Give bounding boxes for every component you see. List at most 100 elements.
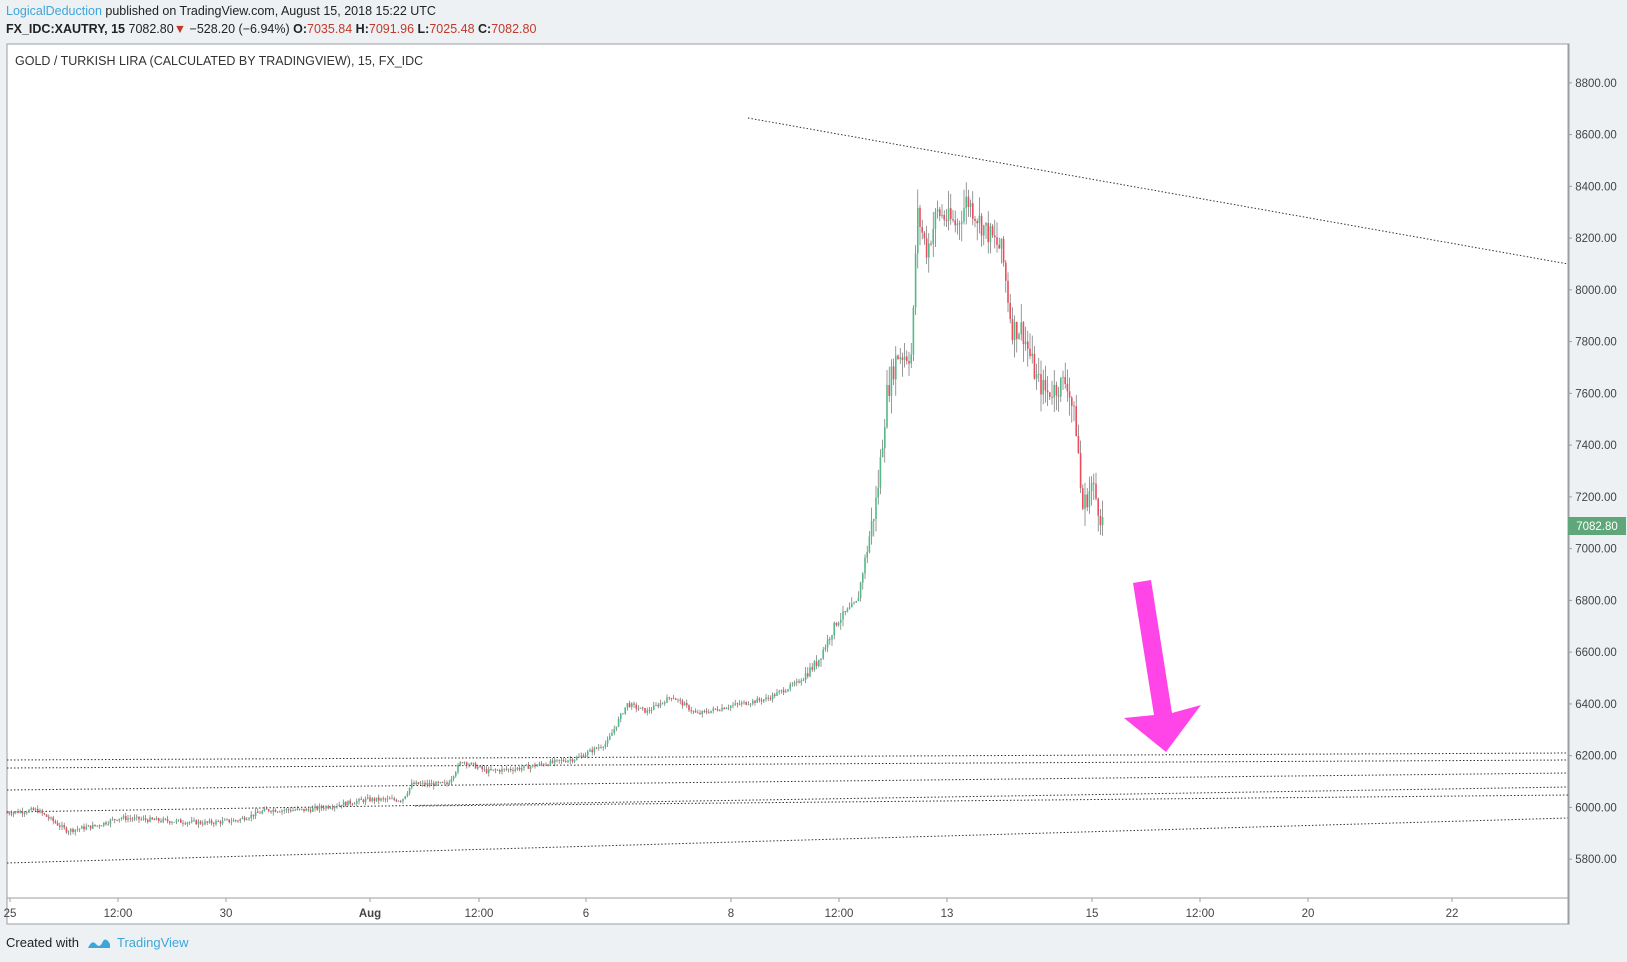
candle-body — [147, 819, 149, 822]
candle-body — [598, 747, 600, 749]
candle-body — [910, 354, 912, 364]
candle-body — [122, 816, 125, 819]
candle-body — [226, 819, 228, 821]
trend-line[interactable] — [6, 772, 1569, 791]
candle-body — [8, 812, 10, 814]
candle-body — [939, 209, 941, 216]
candle-body — [912, 307, 915, 355]
author-link[interactable]: LogicalDeduction — [6, 4, 102, 18]
candle-body — [446, 782, 448, 785]
candle-body — [169, 821, 171, 823]
trend-line[interactable] — [6, 752, 1569, 761]
candle-body — [54, 821, 57, 823]
down-arrow-annotation[interactable] — [1124, 580, 1201, 752]
y-tick-label: 5800.00 — [1575, 854, 1617, 866]
candle-body — [32, 808, 35, 811]
candle-body — [769, 698, 772, 700]
candle-body — [679, 699, 681, 701]
candle-body — [380, 798, 382, 801]
candle-body — [378, 797, 380, 801]
candle-body — [114, 819, 116, 820]
chart-title: GOLD / TURKISH LIRA (CALCULATED BY TRADI… — [15, 54, 423, 68]
candle-body — [206, 821, 208, 823]
candle-body — [1000, 238, 1003, 249]
candle-body — [232, 820, 235, 822]
candle-body — [749, 703, 752, 705]
candle-body — [701, 711, 703, 715]
tradingview-logo-icon — [87, 939, 110, 948]
candle-body — [677, 699, 679, 701]
candle-body — [74, 829, 76, 832]
candle-body — [631, 703, 633, 708]
candle-body — [758, 698, 761, 701]
candle-body — [466, 762, 468, 766]
candle-body — [155, 818, 158, 821]
candle-body — [600, 747, 602, 749]
candle-body — [470, 762, 472, 765]
low-label: L: — [417, 22, 430, 36]
candle-body — [103, 822, 105, 826]
candle-body — [989, 226, 992, 243]
candle-body — [371, 798, 373, 802]
trend-line[interactable] — [747, 117, 1569, 265]
candle-body — [26, 812, 28, 814]
candle-body — [877, 487, 879, 498]
tradingview-link[interactable]: TradingView — [116, 935, 189, 950]
candle-body — [932, 228, 934, 244]
candle-body — [987, 223, 989, 243]
candle-body — [956, 223, 959, 226]
candle-body — [855, 601, 857, 603]
candle-body — [417, 782, 420, 785]
candle-body — [59, 825, 61, 827]
trend-line[interactable] — [6, 817, 1569, 864]
y-tick-label: 7000.00 — [1575, 544, 1617, 556]
candle-body — [316, 806, 318, 810]
footer: Created with TradingView — [6, 935, 189, 950]
candle-body — [1024, 341, 1027, 345]
candle-body — [934, 211, 937, 229]
candle-body — [19, 811, 21, 813]
candle-body — [540, 763, 543, 765]
candle-body — [246, 819, 248, 821]
candle-body — [527, 764, 530, 769]
candle-body — [160, 820, 162, 822]
candle-body — [815, 661, 818, 667]
candle-body — [87, 825, 90, 827]
candle-body — [131, 818, 134, 820]
candle-body — [844, 611, 846, 613]
y-tick-label: 7800.00 — [1575, 337, 1617, 349]
candle-body — [193, 820, 195, 822]
candle-body — [727, 707, 730, 709]
candle-body — [626, 703, 629, 708]
candle-body — [411, 782, 413, 788]
candle-body — [142, 818, 145, 820]
candle-body — [281, 810, 283, 812]
candle-body — [391, 798, 393, 800]
candle-body — [782, 690, 785, 693]
candle-body — [224, 819, 226, 821]
candle-body — [111, 819, 114, 820]
trend-line[interactable] — [6, 786, 1569, 813]
candle-body — [1099, 515, 1102, 526]
candle-body — [833, 622, 835, 636]
candle-body — [791, 684, 794, 686]
x-tick-label: 12:00 — [825, 908, 854, 920]
candle-body — [323, 807, 325, 809]
candle-body — [239, 818, 241, 821]
candle-body — [301, 808, 303, 810]
trend-line[interactable] — [6, 759, 1569, 769]
candle-body — [521, 767, 523, 770]
candle-body — [15, 811, 17, 813]
candle-body — [340, 804, 343, 806]
y-tick-label: 8400.00 — [1575, 181, 1617, 193]
price-axis: 8800.00 8600.00 8400.00 8200.00 8000.00 7800.… — [1568, 78, 1617, 866]
candle-body — [736, 703, 739, 705]
candle-body — [719, 710, 721, 712]
candle-body — [474, 763, 477, 769]
published-text: published on TradingView.com, August 15,… — [105, 4, 436, 18]
candle-body — [961, 221, 963, 224]
candle-body — [1053, 384, 1055, 398]
candle-body — [6, 812, 8, 814]
candle-body — [884, 427, 886, 448]
